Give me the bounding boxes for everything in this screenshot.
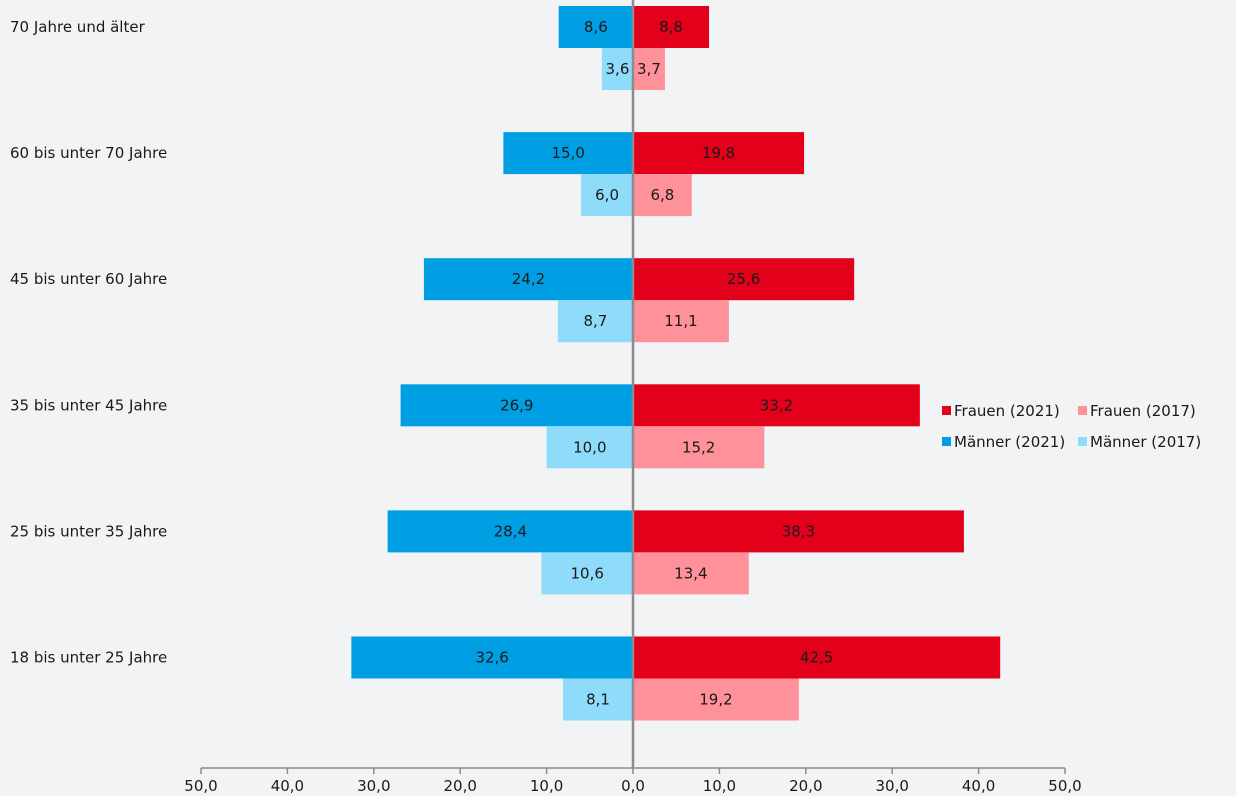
x-tick-label-2: 30,0 [357, 777, 390, 795]
value-label-m-nner-2017-0: 3,6 [606, 60, 630, 78]
bar-m-nner-2021-1 [503, 132, 633, 175]
bar-frauen-2021-1 [633, 132, 805, 175]
bar-frauen-2021-0 [633, 6, 710, 48]
value-label-frauen-2021-3: 33,2 [760, 396, 793, 414]
value-label-m-nner-2017-5: 8,1 [586, 691, 610, 709]
bar-frauen-2021-4 [633, 510, 964, 553]
bar-m-nner-2017-4 [541, 552, 633, 595]
bar-frauen-2017-4 [633, 552, 749, 595]
value-label-m-nner-2021-5: 32,6 [475, 649, 508, 667]
bar-m-nner-2017-3 [546, 426, 633, 469]
bar-m-nner-2021-5 [351, 636, 633, 679]
value-label-frauen-2017-5: 19,2 [699, 691, 732, 709]
legend-label-m-nner-2017: Männer (2017) [1090, 433, 1201, 451]
x-tick-label-9: 40,0 [962, 777, 995, 795]
value-label-frauen-2017-3: 15,2 [682, 438, 715, 456]
value-label-m-nner-2017-4: 10,6 [571, 564, 604, 582]
value-label-frauen-2017-1: 6,8 [650, 186, 674, 204]
legend-swatch-m-nner-2021 [942, 437, 951, 446]
bar-m-nner-2017-0 [601, 48, 633, 90]
category-label-5: 18 bis unter 25 Jahre [10, 649, 167, 667]
x-tick-label-6: 10,0 [703, 777, 736, 795]
value-label-m-nner-2017-3: 10,0 [573, 438, 606, 456]
legend-swatch-frauen-2017 [1078, 406, 1087, 415]
x-tick-label-3: 20,0 [443, 777, 476, 795]
bar-frauen-2017-1 [633, 174, 692, 217]
legend-label-frauen-2017: Frauen (2017) [1090, 402, 1196, 420]
value-label-frauen-2021-5: 42,5 [800, 649, 833, 667]
x-tick-label-7: 20,0 [789, 777, 822, 795]
bar-m-nner-2021-2 [423, 258, 633, 301]
x-tick-label-5: 0,0 [621, 777, 645, 795]
bar-frauen-2017-0 [633, 48, 665, 90]
x-tick-label-1: 40,0 [271, 777, 304, 795]
bar-frauen-2021-2 [633, 258, 855, 301]
value-label-m-nner-2021-4: 28,4 [494, 522, 527, 540]
bar-m-nner-2021-0 [558, 6, 633, 48]
value-label-m-nner-2021-1: 15,0 [551, 144, 584, 162]
x-tick-label-4: 10,0 [530, 777, 563, 795]
legend-label-m-nner-2021: Männer (2021) [954, 433, 1065, 451]
x-tick-label-8: 30,0 [875, 777, 908, 795]
bar-frauen-2017-5 [633, 678, 799, 721]
value-label-frauen-2021-0: 8,8 [659, 18, 683, 36]
bar-frauen-2021-3 [633, 384, 920, 427]
value-label-frauen-2017-2: 11,1 [664, 312, 697, 330]
bar-frauen-2017-3 [633, 426, 765, 469]
category-label-3: 35 bis unter 45 Jahre [10, 396, 167, 414]
bar-frauen-2017-2 [633, 300, 729, 343]
legend-swatch-m-nner-2017 [1078, 437, 1087, 446]
x-tick-label-10: 50,0 [1048, 777, 1081, 795]
bar-frauen-2021-5 [633, 636, 1001, 679]
legend-swatch-frauen-2021 [942, 406, 951, 415]
bar-m-nner-2021-3 [400, 384, 633, 427]
value-label-frauen-2017-4: 13,4 [674, 564, 707, 582]
value-label-frauen-2017-0: 3,7 [637, 60, 661, 78]
value-label-m-nner-2017-1: 6,0 [595, 186, 619, 204]
value-label-frauen-2021-4: 38,3 [782, 522, 815, 540]
bar-m-nner-2021-4 [387, 510, 633, 553]
legend-label-frauen-2021: Frauen (2021) [954, 402, 1060, 420]
value-label-m-nner-2021-0: 8,6 [584, 18, 608, 36]
x-tick-label-0: 50,0 [184, 777, 217, 795]
value-label-frauen-2021-1: 19,8 [702, 144, 735, 162]
bar-m-nner-2017-5 [563, 678, 633, 721]
value-label-m-nner-2021-3: 26,9 [500, 396, 533, 414]
category-label-0: 70 Jahre und älter [10, 18, 146, 36]
value-label-m-nner-2021-2: 24,2 [512, 270, 545, 288]
category-label-1: 60 bis unter 70 Jahre [10, 144, 167, 162]
bar-m-nner-2017-1 [581, 174, 633, 217]
bar-m-nner-2017-2 [557, 300, 633, 343]
category-label-2: 45 bis unter 60 Jahre [10, 270, 167, 288]
value-label-m-nner-2017-2: 8,7 [583, 312, 607, 330]
value-label-frauen-2021-2: 25,6 [727, 270, 760, 288]
category-label-4: 25 bis unter 35 Jahre [10, 522, 167, 540]
